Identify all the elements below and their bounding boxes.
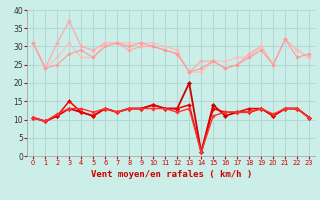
X-axis label: Vent moyen/en rafales ( km/h ): Vent moyen/en rafales ( km/h ) — [91, 170, 252, 179]
